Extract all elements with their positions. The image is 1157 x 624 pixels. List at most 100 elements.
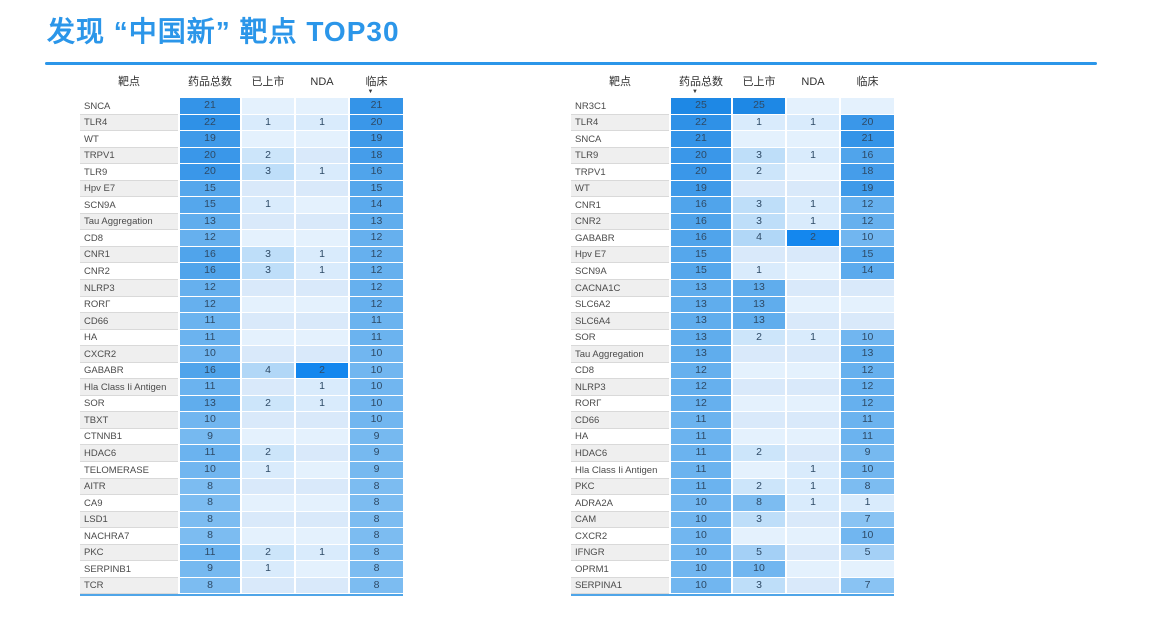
table-row[interactable]: SOR 13 2 1 10 bbox=[80, 395, 403, 413]
table-row[interactable]: SNCA 21 21 bbox=[80, 98, 403, 115]
table-row[interactable]: AITR 8 8 bbox=[80, 478, 403, 496]
column-header-clinical[interactable]: 临床▼ bbox=[350, 76, 403, 98]
table-row[interactable]: CNR1 16 3 1 12 bbox=[571, 197, 894, 214]
table-row[interactable]: SERPINB1 9 1 8 bbox=[80, 561, 403, 578]
table-row[interactable]: LSD1 8 8 bbox=[80, 511, 403, 529]
marketed-cell: 2 bbox=[242, 544, 294, 562]
table-row[interactable]: PKC 11 2 1 8 bbox=[80, 544, 403, 562]
table-row[interactable]: NLRP3 12 12 bbox=[571, 379, 894, 396]
table-row[interactable]: Tau Aggregation 13 13 bbox=[80, 213, 403, 231]
table-row[interactable]: CACNA1C 13 13 bbox=[571, 280, 894, 297]
table-row[interactable]: WT 19 19 bbox=[571, 180, 894, 198]
nda-cell bbox=[787, 280, 839, 297]
target-cell: Hla Class Ii Antigen bbox=[80, 379, 178, 396]
column-header-nda[interactable]: NDA▼ bbox=[787, 76, 839, 98]
clinical-cell: 14 bbox=[350, 197, 403, 214]
table-row[interactable]: TLR9 20 3 1 16 bbox=[80, 164, 403, 181]
title-underline bbox=[45, 62, 1097, 65]
table-row[interactable]: OPRM1 10 10 bbox=[571, 561, 894, 578]
target-cell: IFNGR bbox=[571, 544, 669, 562]
column-header-label: 药品总数 bbox=[188, 76, 232, 88]
nda-cell bbox=[787, 379, 839, 396]
table-row[interactable]: TLR4 22 1 1 20 bbox=[571, 114, 894, 132]
table-row[interactable]: RORΓ 12 12 bbox=[571, 395, 894, 413]
table-row[interactable]: TLR4 22 1 1 20 bbox=[80, 114, 403, 132]
column-header-target[interactable]: 靶点▼ bbox=[571, 76, 669, 98]
table-row[interactable]: SOR 13 2 1 10 bbox=[571, 329, 894, 347]
total-drugs-cell: 15 bbox=[671, 263, 731, 281]
table-row[interactable]: CD8 12 12 bbox=[80, 230, 403, 247]
table-row[interactable]: TBXT 10 10 bbox=[80, 412, 403, 429]
column-header-clinical[interactable]: 临床▼ bbox=[841, 76, 894, 98]
table-row[interactable]: SLC6A2 13 13 bbox=[571, 296, 894, 314]
table-row[interactable]: CD66 11 11 bbox=[80, 313, 403, 330]
total-drugs-cell: 11 bbox=[180, 445, 240, 463]
table-row[interactable]: GABABR 16 4 2 10 bbox=[571, 230, 894, 247]
column-header-marketed[interactable]: 已上市▼ bbox=[242, 76, 294, 98]
table-row[interactable]: Hpv E7 15 15 bbox=[571, 246, 894, 264]
clinical-cell bbox=[841, 313, 894, 330]
marketed-cell bbox=[242, 495, 294, 512]
table-row[interactable]: CTNNB1 9 9 bbox=[80, 428, 403, 446]
target-cell: NACHRA7 bbox=[80, 528, 178, 545]
table-row[interactable]: SERPINA1 10 3 7 bbox=[571, 577, 894, 595]
target-cell: TBXT bbox=[80, 412, 178, 429]
total-drugs-cell: 12 bbox=[180, 280, 240, 297]
table-row[interactable]: CNR2 16 3 1 12 bbox=[80, 263, 403, 281]
column-header-total-drugs[interactable]: 药品总数▼ bbox=[671, 76, 731, 98]
table-row[interactable]: CAM 10 3 7 bbox=[571, 511, 894, 529]
clinical-cell: 12 bbox=[350, 263, 403, 281]
table-row[interactable]: TRPV1 20 2 18 bbox=[571, 164, 894, 181]
table-row[interactable]: SCN9A 15 1 14 bbox=[571, 263, 894, 281]
target-cell: CD66 bbox=[80, 313, 178, 330]
table-row[interactable]: Tau Aggregation 13 13 bbox=[571, 346, 894, 363]
target-cell: AITR bbox=[80, 478, 178, 496]
table-row[interactable]: CD8 12 12 bbox=[571, 362, 894, 380]
table-row[interactable]: GABABR 16 4 2 10 bbox=[80, 362, 403, 380]
table-row[interactable]: SLC6A4 13 13 bbox=[571, 313, 894, 330]
table-row[interactable]: CA9 8 8 bbox=[80, 495, 403, 512]
table-row[interactable]: CD66 11 11 bbox=[571, 412, 894, 429]
marketed-cell: 1 bbox=[242, 561, 294, 578]
column-header-label: 临床 bbox=[365, 76, 388, 88]
table-row[interactable]: Hla Class Ii Antigen 11 1 10 bbox=[80, 379, 403, 396]
marketed-cell: 2 bbox=[242, 147, 294, 165]
column-header-marketed[interactable]: 已上市▼ bbox=[733, 76, 785, 98]
nda-cell bbox=[787, 428, 839, 446]
column-header-nda[interactable]: NDA▼ bbox=[296, 76, 348, 98]
table-row[interactable]: CNR2 16 3 1 12 bbox=[571, 213, 894, 231]
table-row[interactable]: CXCR2 10 10 bbox=[80, 346, 403, 363]
table-row[interactable]: SCN9A 15 1 14 bbox=[80, 197, 403, 214]
table-row[interactable]: TCR 8 8 bbox=[80, 577, 403, 595]
table-row[interactable]: SNCA 21 21 bbox=[571, 131, 894, 148]
table-row[interactable]: CXCR2 10 10 bbox=[571, 528, 894, 545]
table-row[interactable]: WT 19 19 bbox=[80, 131, 403, 148]
table-row[interactable]: CNR1 16 3 1 12 bbox=[80, 246, 403, 264]
table-row[interactable]: NR3C1 25 25 bbox=[571, 98, 894, 115]
total-drugs-cell: 22 bbox=[671, 114, 731, 132]
column-header-total-drugs[interactable]: 药品总数▼ bbox=[180, 76, 240, 98]
marketed-cell bbox=[733, 131, 785, 148]
nda-cell bbox=[296, 478, 348, 496]
table-row[interactable]: ADRA2A 10 8 1 1 bbox=[571, 495, 894, 512]
marketed-cell bbox=[733, 362, 785, 380]
target-cell: CXCR2 bbox=[571, 528, 669, 545]
column-header-target[interactable]: 靶点▼ bbox=[80, 76, 178, 98]
table-row[interactable]: NACHRA7 8 8 bbox=[80, 528, 403, 545]
table-row[interactable]: TLR9 20 3 1 16 bbox=[571, 147, 894, 165]
marketed-cell: 4 bbox=[242, 362, 294, 380]
clinical-cell: 10 bbox=[350, 395, 403, 413]
table-row[interactable]: HDAC6 11 2 9 bbox=[80, 445, 403, 463]
table-row[interactable]: Hla Class Ii Antigen 11 1 10 bbox=[571, 462, 894, 479]
table-row[interactable]: RORΓ 12 12 bbox=[80, 296, 403, 314]
table-row[interactable]: NLRP3 12 12 bbox=[80, 280, 403, 297]
table-row[interactable]: PKC 11 2 1 8 bbox=[571, 478, 894, 496]
table-row[interactable]: HA 11 11 bbox=[571, 428, 894, 446]
table-row[interactable]: HDAC6 11 2 9 bbox=[571, 445, 894, 463]
table-row[interactable]: IFNGR 10 5 5 bbox=[571, 544, 894, 562]
table-row[interactable]: HA 11 11 bbox=[80, 329, 403, 347]
table-row[interactable]: Hpv E7 15 15 bbox=[80, 180, 403, 198]
table-row[interactable]: TRPV1 20 2 18 bbox=[80, 147, 403, 165]
target-cell: CD8 bbox=[571, 362, 669, 380]
table-row[interactable]: TELOMERASE 10 1 9 bbox=[80, 462, 403, 479]
